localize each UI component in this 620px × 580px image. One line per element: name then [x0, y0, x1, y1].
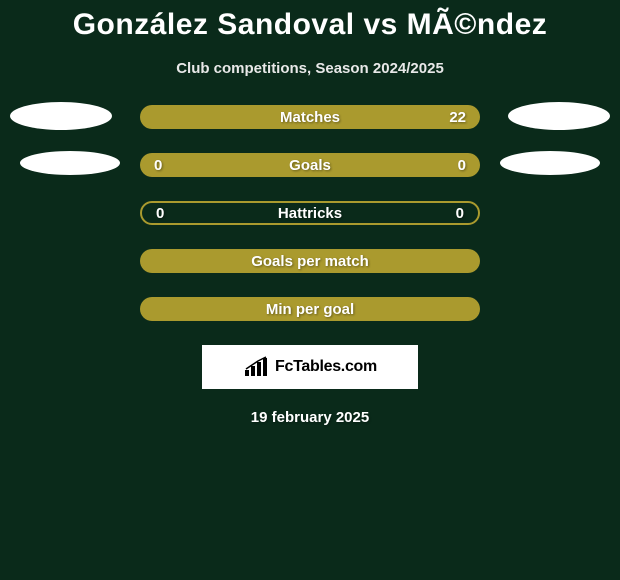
stat-value-left: 0 — [154, 157, 162, 174]
stat-row: Matches 22 — [0, 105, 620, 129]
ellipse-icon — [508, 102, 610, 130]
stat-value-right: 0 — [458, 157, 466, 174]
stat-row: 0 Hattricks 0 — [0, 201, 620, 225]
stat-label: Goals per match — [251, 253, 369, 270]
bar-chart-icon — [243, 356, 269, 378]
page-title: González Sandoval vs MÃ©ndez — [0, 8, 620, 42]
subtitle: Club competitions, Season 2024/2025 — [0, 60, 620, 77]
stat-bar: Min per goal — [140, 297, 480, 321]
stat-label: Hattricks — [278, 205, 342, 222]
stat-label: Min per goal — [266, 301, 354, 318]
stat-row: Goals per match — [0, 249, 620, 273]
ellipse-icon — [20, 151, 120, 175]
stat-bar: 0 Hattricks 0 — [140, 201, 480, 225]
stat-bar: 0 Goals 0 — [140, 153, 480, 177]
ellipse-icon — [10, 102, 112, 130]
stat-bar: Matches 22 — [140, 105, 480, 129]
stat-rows: Matches 22 0 Goals 0 0 Hattricks 0 Goals per mat… — [0, 105, 620, 321]
logo-text: FcTables.com — [275, 358, 377, 376]
stat-value-left: 0 — [156, 205, 164, 222]
stat-value-right: 22 — [449, 109, 466, 126]
date-label: 19 february 2025 — [0, 409, 620, 426]
ellipse-icon — [500, 151, 600, 175]
stat-row: 0 Goals 0 — [0, 153, 620, 177]
logo-box: FcTables.com — [202, 345, 418, 389]
stat-label: Goals — [289, 157, 331, 174]
stat-label: Matches — [280, 109, 340, 126]
stat-bar: Goals per match — [140, 249, 480, 273]
stat-row: Min per goal — [0, 297, 620, 321]
stat-value-right: 0 — [456, 205, 464, 222]
